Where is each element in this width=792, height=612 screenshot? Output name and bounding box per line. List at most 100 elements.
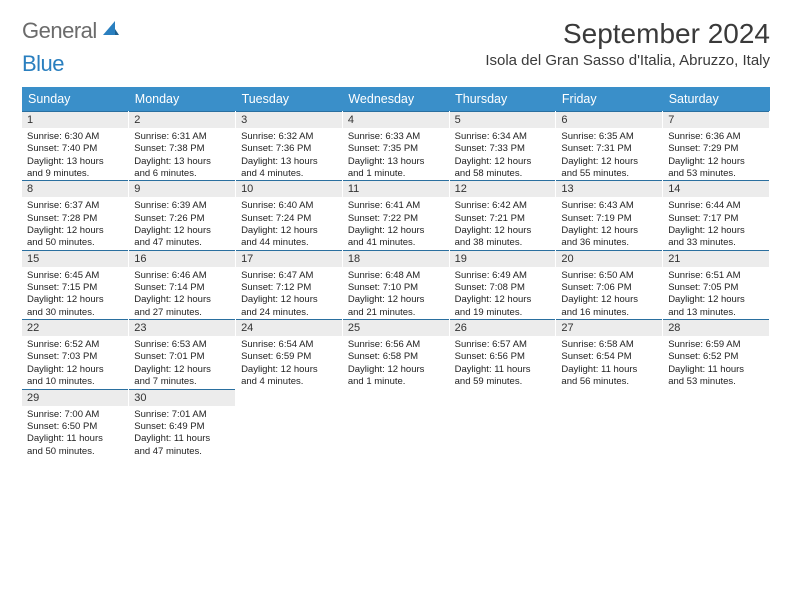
day-info-line: Sunrise: 6:43 AM	[561, 200, 657, 212]
day-number: 14	[663, 180, 769, 197]
day-header-row: Sunday Monday Tuesday Wednesday Thursday…	[22, 87, 770, 111]
day-info: Sunrise: 6:33 AMSunset: 7:35 PMDaylight:…	[343, 128, 449, 180]
calendar-cell: 20Sunrise: 6:50 AMSunset: 7:06 PMDayligh…	[556, 250, 663, 319]
day-info-line: Sunset: 7:01 PM	[134, 351, 230, 363]
location-subtitle: Isola del Gran Sasso d'Italia, Abruzzo, …	[485, 52, 770, 69]
calendar-week-row: 29Sunrise: 7:00 AMSunset: 6:50 PMDayligh…	[22, 389, 770, 458]
day-number: 20	[556, 250, 662, 267]
day-number: 11	[343, 180, 449, 197]
day-info-line: and 50 minutes.	[27, 446, 123, 458]
day-info: Sunrise: 6:37 AMSunset: 7:28 PMDaylight:…	[22, 197, 128, 249]
day-info-line: Sunrise: 6:40 AM	[241, 200, 337, 212]
calendar-cell: 11Sunrise: 6:41 AMSunset: 7:22 PMDayligh…	[342, 180, 449, 249]
day-info-line: Sunrise: 6:34 AM	[455, 131, 551, 143]
calendar-cell: 3Sunrise: 6:32 AMSunset: 7:36 PMDaylight…	[236, 111, 343, 180]
day-info-line: and 1 minute.	[348, 376, 444, 388]
day-info: Sunrise: 6:30 AMSunset: 7:40 PMDaylight:…	[22, 128, 128, 180]
day-header: Wednesday	[342, 87, 449, 111]
day-info-line: Sunrise: 6:30 AM	[27, 131, 123, 143]
day-number: 25	[343, 319, 449, 336]
calendar-cell: 5Sunrise: 6:34 AMSunset: 7:33 PMDaylight…	[449, 111, 556, 180]
day-info-line: Daylight: 13 hours	[27, 156, 123, 168]
day-number: 21	[663, 250, 769, 267]
day-info-line: and 41 minutes.	[348, 237, 444, 249]
day-info: Sunrise: 6:59 AMSunset: 6:52 PMDaylight:…	[663, 336, 769, 388]
logo-sail-icon	[101, 19, 121, 37]
day-info-line: and 13 minutes.	[668, 307, 764, 319]
day-info-line: Sunrise: 7:00 AM	[27, 409, 123, 421]
day-info: Sunrise: 6:45 AMSunset: 7:15 PMDaylight:…	[22, 267, 128, 319]
day-number: 7	[663, 111, 769, 128]
day-number: 26	[450, 319, 556, 336]
day-info-line: Sunrise: 6:48 AM	[348, 270, 444, 282]
day-number: 4	[343, 111, 449, 128]
day-info: Sunrise: 6:57 AMSunset: 6:56 PMDaylight:…	[450, 336, 556, 388]
day-info: Sunrise: 6:36 AMSunset: 7:29 PMDaylight:…	[663, 128, 769, 180]
day-info: Sunrise: 6:42 AMSunset: 7:21 PMDaylight:…	[450, 197, 556, 249]
day-info-line: and 47 minutes.	[134, 237, 230, 249]
calendar-cell: 8Sunrise: 6:37 AMSunset: 7:28 PMDaylight…	[22, 180, 129, 249]
calendar-cell: 26Sunrise: 6:57 AMSunset: 6:56 PMDayligh…	[449, 319, 556, 388]
day-info-line: and 19 minutes.	[455, 307, 551, 319]
day-info-line: Sunset: 7:08 PM	[455, 282, 551, 294]
day-info-line: and 16 minutes.	[561, 307, 657, 319]
calendar-cell: 30Sunrise: 7:01 AMSunset: 6:49 PMDayligh…	[129, 389, 236, 458]
calendar-week-row: 22Sunrise: 6:52 AMSunset: 7:03 PMDayligh…	[22, 319, 770, 388]
day-number: 27	[556, 319, 662, 336]
calendar-cell: 1Sunrise: 6:30 AMSunset: 7:40 PMDaylight…	[22, 111, 129, 180]
day-info-line: Daylight: 12 hours	[455, 225, 551, 237]
day-number: 18	[343, 250, 449, 267]
day-info-line: Sunset: 7:33 PM	[455, 143, 551, 155]
day-info: Sunrise: 6:54 AMSunset: 6:59 PMDaylight:…	[236, 336, 342, 388]
day-info-line: Daylight: 12 hours	[561, 294, 657, 306]
logo-word2: Blue	[22, 51, 64, 77]
day-info-line: Daylight: 12 hours	[27, 294, 123, 306]
day-info-line: Sunrise: 6:58 AM	[561, 339, 657, 351]
calendar-cell: 16Sunrise: 6:46 AMSunset: 7:14 PMDayligh…	[129, 250, 236, 319]
day-number: 2	[129, 111, 235, 128]
calendar-cell: 25Sunrise: 6:56 AMSunset: 6:58 PMDayligh…	[342, 319, 449, 388]
day-number: 12	[450, 180, 556, 197]
day-number: 23	[129, 319, 235, 336]
calendar-cell: 17Sunrise: 6:47 AMSunset: 7:12 PMDayligh…	[236, 250, 343, 319]
calendar-cell: 23Sunrise: 6:53 AMSunset: 7:01 PMDayligh…	[129, 319, 236, 388]
day-info: Sunrise: 6:34 AMSunset: 7:33 PMDaylight:…	[450, 128, 556, 180]
day-info-line: Sunrise: 6:56 AM	[348, 339, 444, 351]
day-info-line: Daylight: 12 hours	[134, 294, 230, 306]
day-info-line: Sunrise: 6:39 AM	[134, 200, 230, 212]
day-header: Saturday	[663, 87, 770, 111]
day-info-line: and 30 minutes.	[27, 307, 123, 319]
day-info-line: Daylight: 12 hours	[27, 364, 123, 376]
day-info-line: Sunset: 7:28 PM	[27, 213, 123, 225]
day-info-line: Daylight: 12 hours	[27, 225, 123, 237]
day-info: Sunrise: 6:47 AMSunset: 7:12 PMDaylight:…	[236, 267, 342, 319]
day-info-line: Daylight: 11 hours	[561, 364, 657, 376]
day-info-line: Sunset: 7:35 PM	[348, 143, 444, 155]
day-info: Sunrise: 6:39 AMSunset: 7:26 PMDaylight:…	[129, 197, 235, 249]
calendar-cell	[663, 389, 770, 458]
day-info-line: Sunset: 7:06 PM	[561, 282, 657, 294]
day-header: Thursday	[449, 87, 556, 111]
day-info-line: and 53 minutes.	[668, 376, 764, 388]
day-info-line: Daylight: 12 hours	[348, 294, 444, 306]
day-info-line: Sunset: 7:36 PM	[241, 143, 337, 155]
day-info-line: and 56 minutes.	[561, 376, 657, 388]
day-number: 17	[236, 250, 342, 267]
calendar-cell: 9Sunrise: 6:39 AMSunset: 7:26 PMDaylight…	[129, 180, 236, 249]
day-info-line: Daylight: 11 hours	[455, 364, 551, 376]
month-title: September 2024	[485, 18, 770, 50]
day-info-line: Sunset: 7:26 PM	[134, 213, 230, 225]
day-info-line: Daylight: 12 hours	[455, 294, 551, 306]
day-info-line: Sunset: 7:24 PM	[241, 213, 337, 225]
day-number: 3	[236, 111, 342, 128]
calendar-cell	[342, 389, 449, 458]
calendar-cell: 18Sunrise: 6:48 AMSunset: 7:10 PMDayligh…	[342, 250, 449, 319]
day-info-line: and 58 minutes.	[455, 168, 551, 180]
day-info-line: Daylight: 12 hours	[241, 364, 337, 376]
day-info-line: Daylight: 12 hours	[668, 156, 764, 168]
day-info: Sunrise: 7:01 AMSunset: 6:49 PMDaylight:…	[129, 406, 235, 458]
day-info-line: Sunrise: 6:36 AM	[668, 131, 764, 143]
day-number: 1	[22, 111, 128, 128]
day-info-line: and 4 minutes.	[241, 168, 337, 180]
day-info-line: Sunrise: 6:31 AM	[134, 131, 230, 143]
